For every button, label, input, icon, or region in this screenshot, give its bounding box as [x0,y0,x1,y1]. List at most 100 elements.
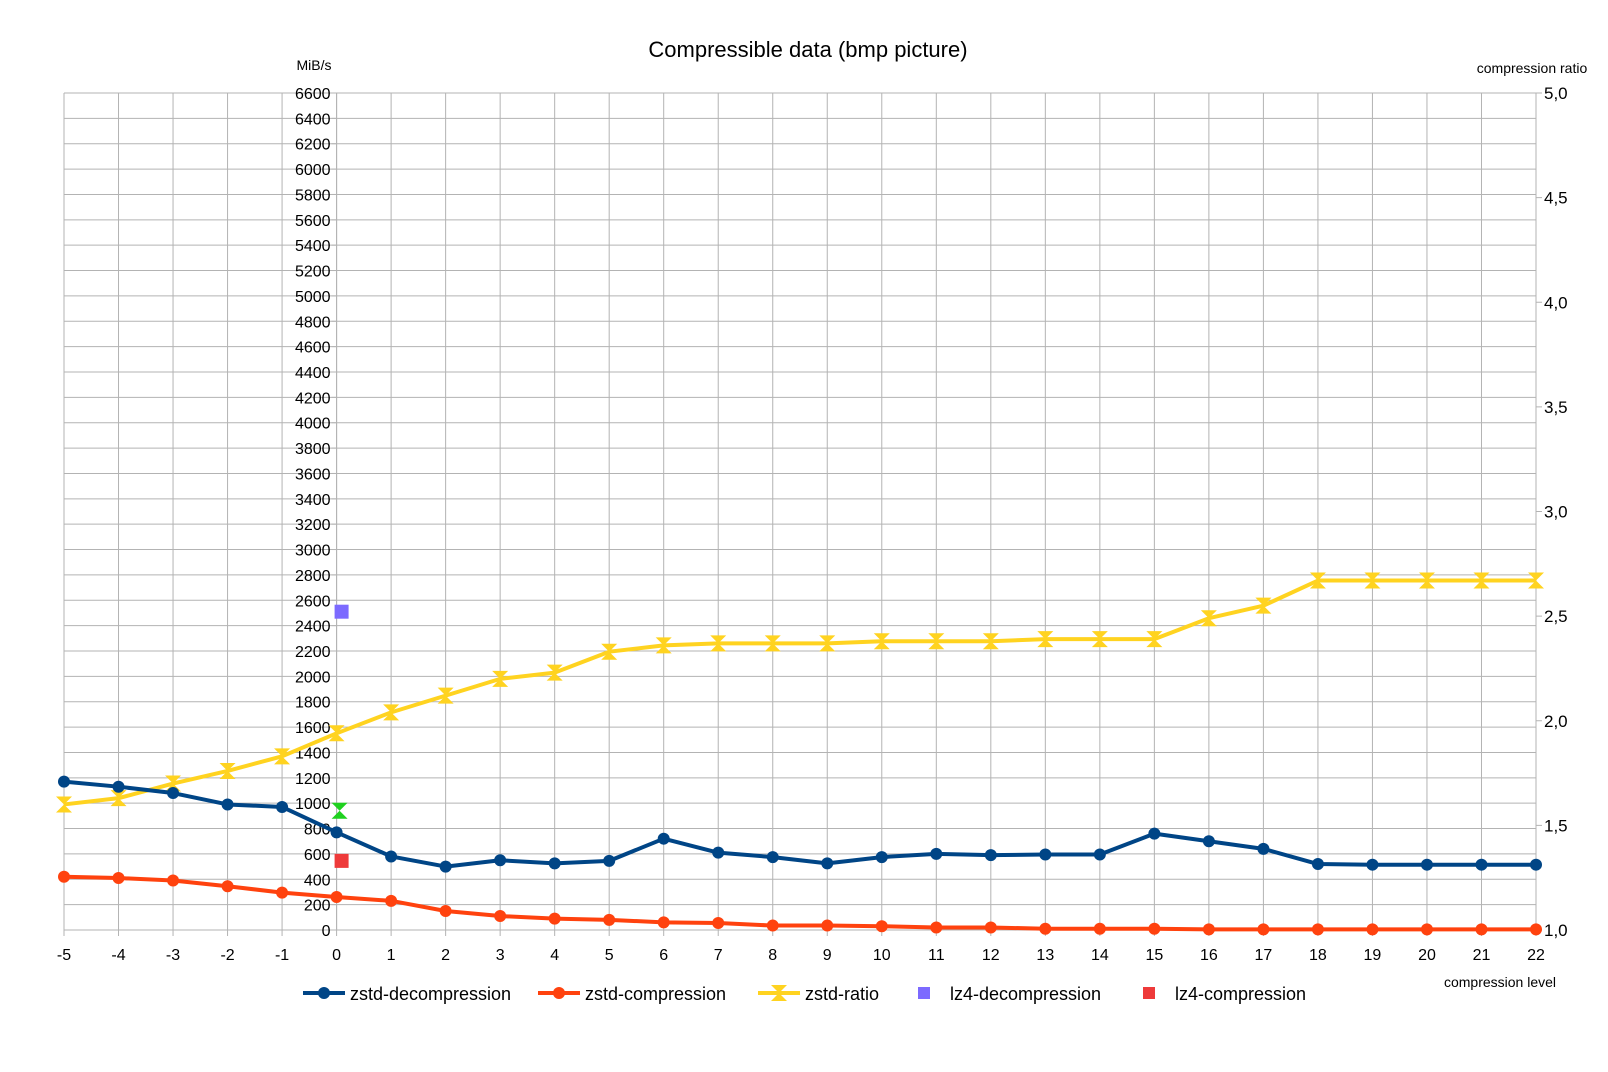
left-y-tick-label: 6000 [295,162,331,179]
zstd-decompression-point [1311,858,1324,871]
lz4-decompression-point [334,604,349,619]
legend-label: zstd-decompression [350,984,511,1004]
zstd-decompression-point [167,787,180,800]
zstd-compression-point [1257,923,1270,936]
series-zstd-compression [58,870,1542,936]
series-lz4-decompression [334,604,349,619]
zstd-compression-point [875,920,888,933]
legend-label: lz4-decompression [950,984,1101,1004]
zstd-compression-point [112,872,125,885]
legend-swatch-square [918,987,930,999]
x-tick-label: -1 [275,947,289,964]
x-tick-label: 13 [1036,947,1054,964]
x-tick-label: -2 [220,947,234,964]
left-y-tick-label: 200 [304,898,331,915]
zstd-ratio-point [546,664,563,681]
left-y-tick-label: 5400 [295,238,331,255]
zstd-compression-point [167,874,180,887]
zstd-decompression-point [875,851,888,864]
x-tick-label: 11 [928,947,945,964]
zstd-compression-point [1148,922,1161,935]
zstd-ratio-point [982,633,999,650]
right-y-tick-label: 3,5 [1544,398,1568,417]
zstd-compression-point [1366,923,1379,936]
zstd-ratio-point [928,633,945,650]
zstd-ratio-point [1200,610,1217,627]
zstd-decompression-point [494,854,507,867]
left-y-tick-label: 3200 [295,517,331,534]
left-y-tick-label: 6200 [295,137,331,154]
left-axis-label: MiB/s [297,57,332,73]
zstd-ratio-point [601,643,618,660]
zstd-ratio-point [56,796,72,813]
zstd-compression-point [548,912,561,925]
left-y-tick-label: 4800 [295,314,331,331]
x-tick-label: 5 [605,947,614,964]
x-tick-label: 19 [1364,947,1382,964]
right-y-tick-label: 1,0 [1544,921,1568,940]
x-tick-label: 16 [1200,947,1218,964]
x-tick-label: 2 [441,947,450,964]
left-y-tick-label: 2000 [295,669,331,686]
zstd-ratio-point [1255,597,1272,614]
legend-item-zstd-compression: zstd-compression [538,984,726,1004]
zstd-decompression-point [712,846,725,859]
zstd-decompression-point [603,854,616,867]
x-tick-label: 9 [823,947,832,964]
zstd-decompression-point [1039,848,1052,861]
zstd-ratio-point [492,670,509,687]
right-y-tick-label: 4,0 [1544,293,1568,312]
right-y-tick-label: 2,5 [1544,607,1568,626]
left-y-tick-label: 4400 [295,365,331,382]
zstd-decompression-point [1475,858,1488,871]
zstd-compression-point [603,913,616,926]
zstd-compression-point [1093,922,1106,935]
left-y-tick-label: 1800 [295,695,331,712]
left-y-tick-label: 1000 [295,796,331,813]
left-y-axis: 0200400600800100012001400160018002000220… [295,86,338,940]
left-y-tick-label: 5600 [295,213,331,230]
zstd-compression-point [930,921,943,934]
x-tick-label: 10 [873,947,891,964]
x-tick-label: 18 [1309,947,1327,964]
zstd-decompression-point [657,832,670,845]
legend-swatch-square [1143,987,1155,999]
zstd-ratio-point [383,704,400,721]
zstd-compression-point [1202,923,1215,936]
zstd-compression-point [1039,922,1052,935]
x-axis-label: compression level [1444,974,1556,990]
zstd-ratio-point [1146,631,1163,648]
legend-label: zstd-ratio [805,984,879,1004]
right-y-axis: 1,0 1,5 2,0 2,5 3,0 3,5 4,0 4,5 5,0 [1535,84,1568,940]
x-tick-label: 8 [768,947,777,964]
zstd-decompression-point [112,780,125,793]
left-y-tick-label: 5800 [295,187,331,204]
zstd-compression-point [766,919,779,932]
zstd-decompression-point [330,826,343,839]
x-tick-label: -5 [57,947,71,964]
x-tick-label: 17 [1255,947,1273,964]
zstd-ratio-point [165,775,182,792]
zstd-ratio-point [1091,631,1108,648]
zstd-ratio-point [110,790,127,807]
zstd-ratio-point [219,762,236,779]
legend-item-lz4-compression: lz4-compression [1143,984,1306,1004]
x-tick-label: 4 [550,947,559,964]
series-zstd-decompression [58,775,1542,873]
zstd-ratio-point [1473,572,1490,589]
zstd-decompression-point [58,775,70,788]
zstd-decompression-point [1093,848,1106,861]
legend-swatch-marker [553,987,565,999]
zstd-decompression-point [821,857,834,870]
chart-title: Compressible data (bmp picture) [648,37,967,62]
zstd-compression-point [494,910,507,923]
series-zstd-ratio [56,572,1544,813]
right-axis-label: compression ratio [1477,60,1588,76]
left-y-tick-label: 5200 [295,264,331,281]
zstd-decompression-point [385,850,398,863]
right-y-tick-label: 5,0 [1544,84,1568,103]
zstd-decompression-point [221,798,234,811]
zstd-ratio-point [1364,572,1381,589]
x-tick-label: 14 [1091,947,1109,964]
zstd-ratio-point [819,635,836,652]
